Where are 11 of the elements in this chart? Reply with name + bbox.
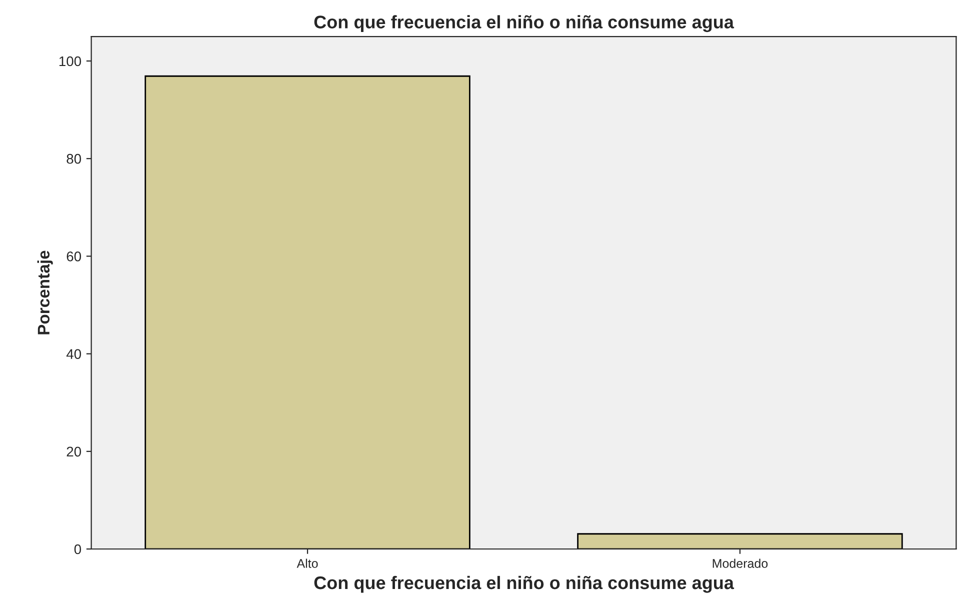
y-tick-label: 20 bbox=[66, 446, 82, 457]
y-tick-label: 100 bbox=[59, 56, 82, 66]
chart-title: Con que frecuencia el niño o niña consume agua bbox=[314, 15, 734, 32]
x-axis-title: Con que frecuencia el niño o niña consume agua bbox=[314, 576, 734, 593]
y-axis-title: Porcentaje bbox=[37, 250, 53, 334]
x-tick-label: Moderado bbox=[712, 558, 768, 568]
y-tick-label: 80 bbox=[66, 154, 82, 164]
x-tick-label: Alto bbox=[296, 558, 318, 568]
y-tick-label: 60 bbox=[66, 252, 82, 262]
y-tick-label: 40 bbox=[66, 349, 82, 359]
y-tick-label: 0 bbox=[74, 544, 82, 554]
